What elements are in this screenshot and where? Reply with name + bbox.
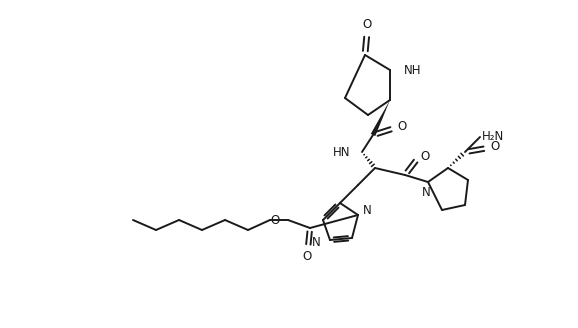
Text: O: O [490,140,499,154]
Text: O: O [398,120,407,133]
Text: H₂N: H₂N [482,131,504,144]
Text: N: N [312,236,321,249]
Text: NH: NH [404,65,421,77]
Polygon shape [370,100,390,136]
Text: O: O [420,151,429,163]
Text: HN: HN [332,147,350,159]
Text: N: N [363,203,372,216]
Text: O: O [302,251,312,263]
Text: O: O [271,215,280,228]
Text: N: N [421,186,431,198]
Text: O: O [362,18,372,31]
